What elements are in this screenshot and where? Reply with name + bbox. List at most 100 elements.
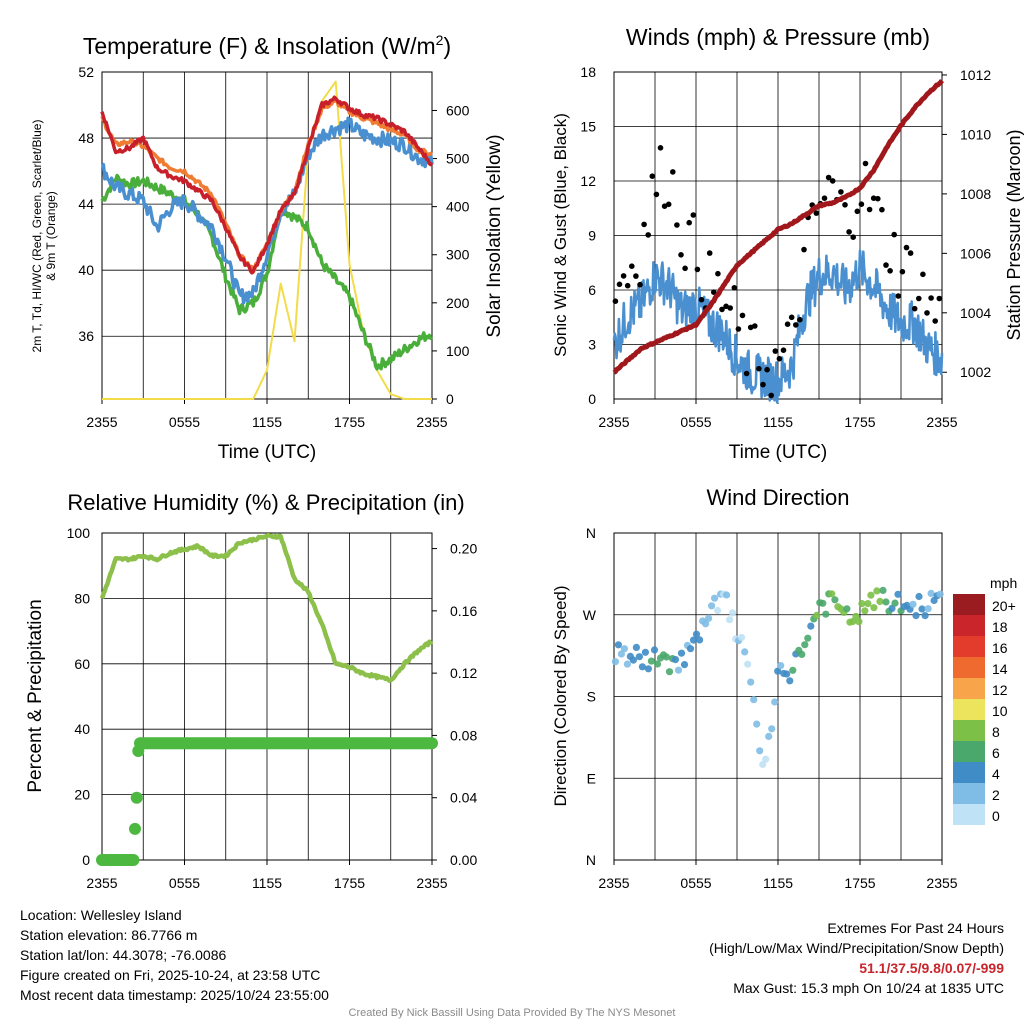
direction-point	[870, 604, 878, 612]
gust-point	[616, 281, 623, 288]
y2-tick-label: 600	[446, 102, 470, 118]
gust-point	[916, 295, 922, 302]
gust-point	[727, 305, 733, 311]
direction-point	[644, 665, 653, 673]
y-tick-label: 6	[588, 282, 596, 298]
legend-label: 10	[992, 703, 1008, 719]
y-tick-label: 48	[78, 130, 94, 146]
gust-point	[801, 246, 807, 253]
direction-point	[777, 662, 785, 670]
direction-point	[674, 666, 683, 674]
y2-tick-label: 0.16	[450, 603, 477, 619]
station-latlon: Station lat/lon: 44.3078; -76.0086	[20, 947, 227, 963]
y2-tick-label: 0.04	[450, 790, 477, 806]
x-tick-label: 2355	[598, 875, 629, 891]
gust-point	[752, 323, 758, 329]
direction-point	[702, 620, 710, 628]
station-elevation: Station elevation: 86.7766 m	[20, 927, 198, 943]
direction-point	[921, 612, 929, 620]
gust-point	[706, 250, 713, 256]
y2-tick-label: 300	[446, 247, 470, 263]
extremes-heading: Extremes For Past 24 Hours	[827, 920, 1004, 936]
gust-point	[936, 295, 943, 302]
y2-tick-label: 1004	[960, 305, 991, 321]
direction-point	[909, 600, 917, 608]
direction-point	[867, 591, 875, 599]
gust-point	[813, 210, 820, 216]
gust-point	[895, 293, 902, 299]
legend-label: 0	[992, 808, 1000, 824]
gust-point	[883, 262, 889, 268]
direction-point	[864, 600, 872, 608]
direction-point	[671, 656, 680, 664]
x-tick-label: 1155	[252, 875, 282, 891]
gust-point	[739, 312, 746, 319]
direction-point	[786, 677, 794, 685]
legend-swatch	[953, 636, 985, 657]
direction-point	[723, 591, 731, 599]
winds-xlabel: Time (UTC)	[729, 442, 828, 463]
extremes-values: 51.1/37.5/9.8/0.07/-999	[859, 960, 1004, 976]
gust-point	[756, 365, 762, 372]
y-tick-label: 40	[78, 262, 94, 278]
direction-point	[927, 589, 935, 598]
legend-swatch	[953, 615, 985, 636]
y2-tick-label: 1008	[960, 186, 991, 202]
temperature-xlabel: Time (UTC)	[218, 442, 317, 463]
direction-point	[729, 609, 737, 617]
gust-point	[637, 281, 643, 288]
precip-point	[127, 854, 140, 866]
direction-point	[891, 599, 899, 607]
wind-direction-title: Wind Direction	[706, 485, 849, 510]
gust-point	[657, 145, 664, 151]
gust-point	[641, 221, 647, 228]
y-tick-label: 60	[74, 656, 90, 672]
x-tick-label: 2355	[416, 875, 447, 891]
gust-point	[682, 265, 688, 272]
temperature-ylabel-line1: 2m T, Td, HI/WC (Red, Green, Scarlet/Blu…	[30, 120, 44, 353]
gust-point	[715, 270, 721, 277]
gust-point	[842, 202, 848, 208]
y-tick-label: W	[583, 607, 597, 623]
gust-point	[797, 316, 803, 323]
direction-point	[756, 747, 764, 755]
gust-point	[920, 271, 926, 278]
humidity-ylabel: Percent & Precipitation	[25, 599, 46, 792]
direction-point	[807, 622, 815, 630]
direction-point	[747, 678, 755, 686]
gust-point	[846, 229, 852, 235]
gust-point	[793, 322, 799, 328]
gust-point	[907, 250, 914, 256]
recent-timestamp: Most recent data timestamp: 2025/10/24 2…	[20, 987, 329, 1003]
gust-point	[678, 252, 684, 258]
gust-point	[928, 295, 934, 301]
credit-line: Created By Nick Bassill Using Data Provi…	[348, 1007, 676, 1019]
direction-point	[741, 648, 749, 656]
gust-point	[620, 273, 627, 279]
legend-swatch	[953, 762, 985, 783]
x-tick-label: 0555	[169, 414, 200, 430]
x-tick-label: 1755	[334, 414, 365, 430]
humidity-panel: Relative Humidity (%) & Precipitation (i…	[25, 490, 477, 891]
gust-point	[686, 219, 692, 226]
y-tick-label: 9	[588, 228, 596, 244]
station-info: Location: Wellesley Island Station eleva…	[20, 905, 329, 1005]
direction-point	[936, 590, 944, 598]
direction-point	[714, 606, 722, 615]
gust-point	[690, 212, 697, 218]
x-tick-label: 1155	[763, 875, 793, 891]
gust-point	[624, 282, 631, 289]
y-tick-label: 80	[74, 590, 90, 606]
direction-point	[638, 663, 647, 671]
direction-point	[858, 600, 866, 608]
x-tick-label: 1755	[334, 875, 365, 891]
gust-point	[780, 347, 787, 354]
gust-point	[612, 298, 619, 305]
legend-swatch	[953, 699, 985, 720]
legend-swatch	[953, 657, 985, 678]
gust-point	[866, 206, 873, 213]
gust-point	[903, 244, 910, 251]
y-tick-label: 15	[580, 119, 596, 135]
legend-label: 14	[992, 661, 1008, 677]
direction-point	[771, 698, 779, 706]
